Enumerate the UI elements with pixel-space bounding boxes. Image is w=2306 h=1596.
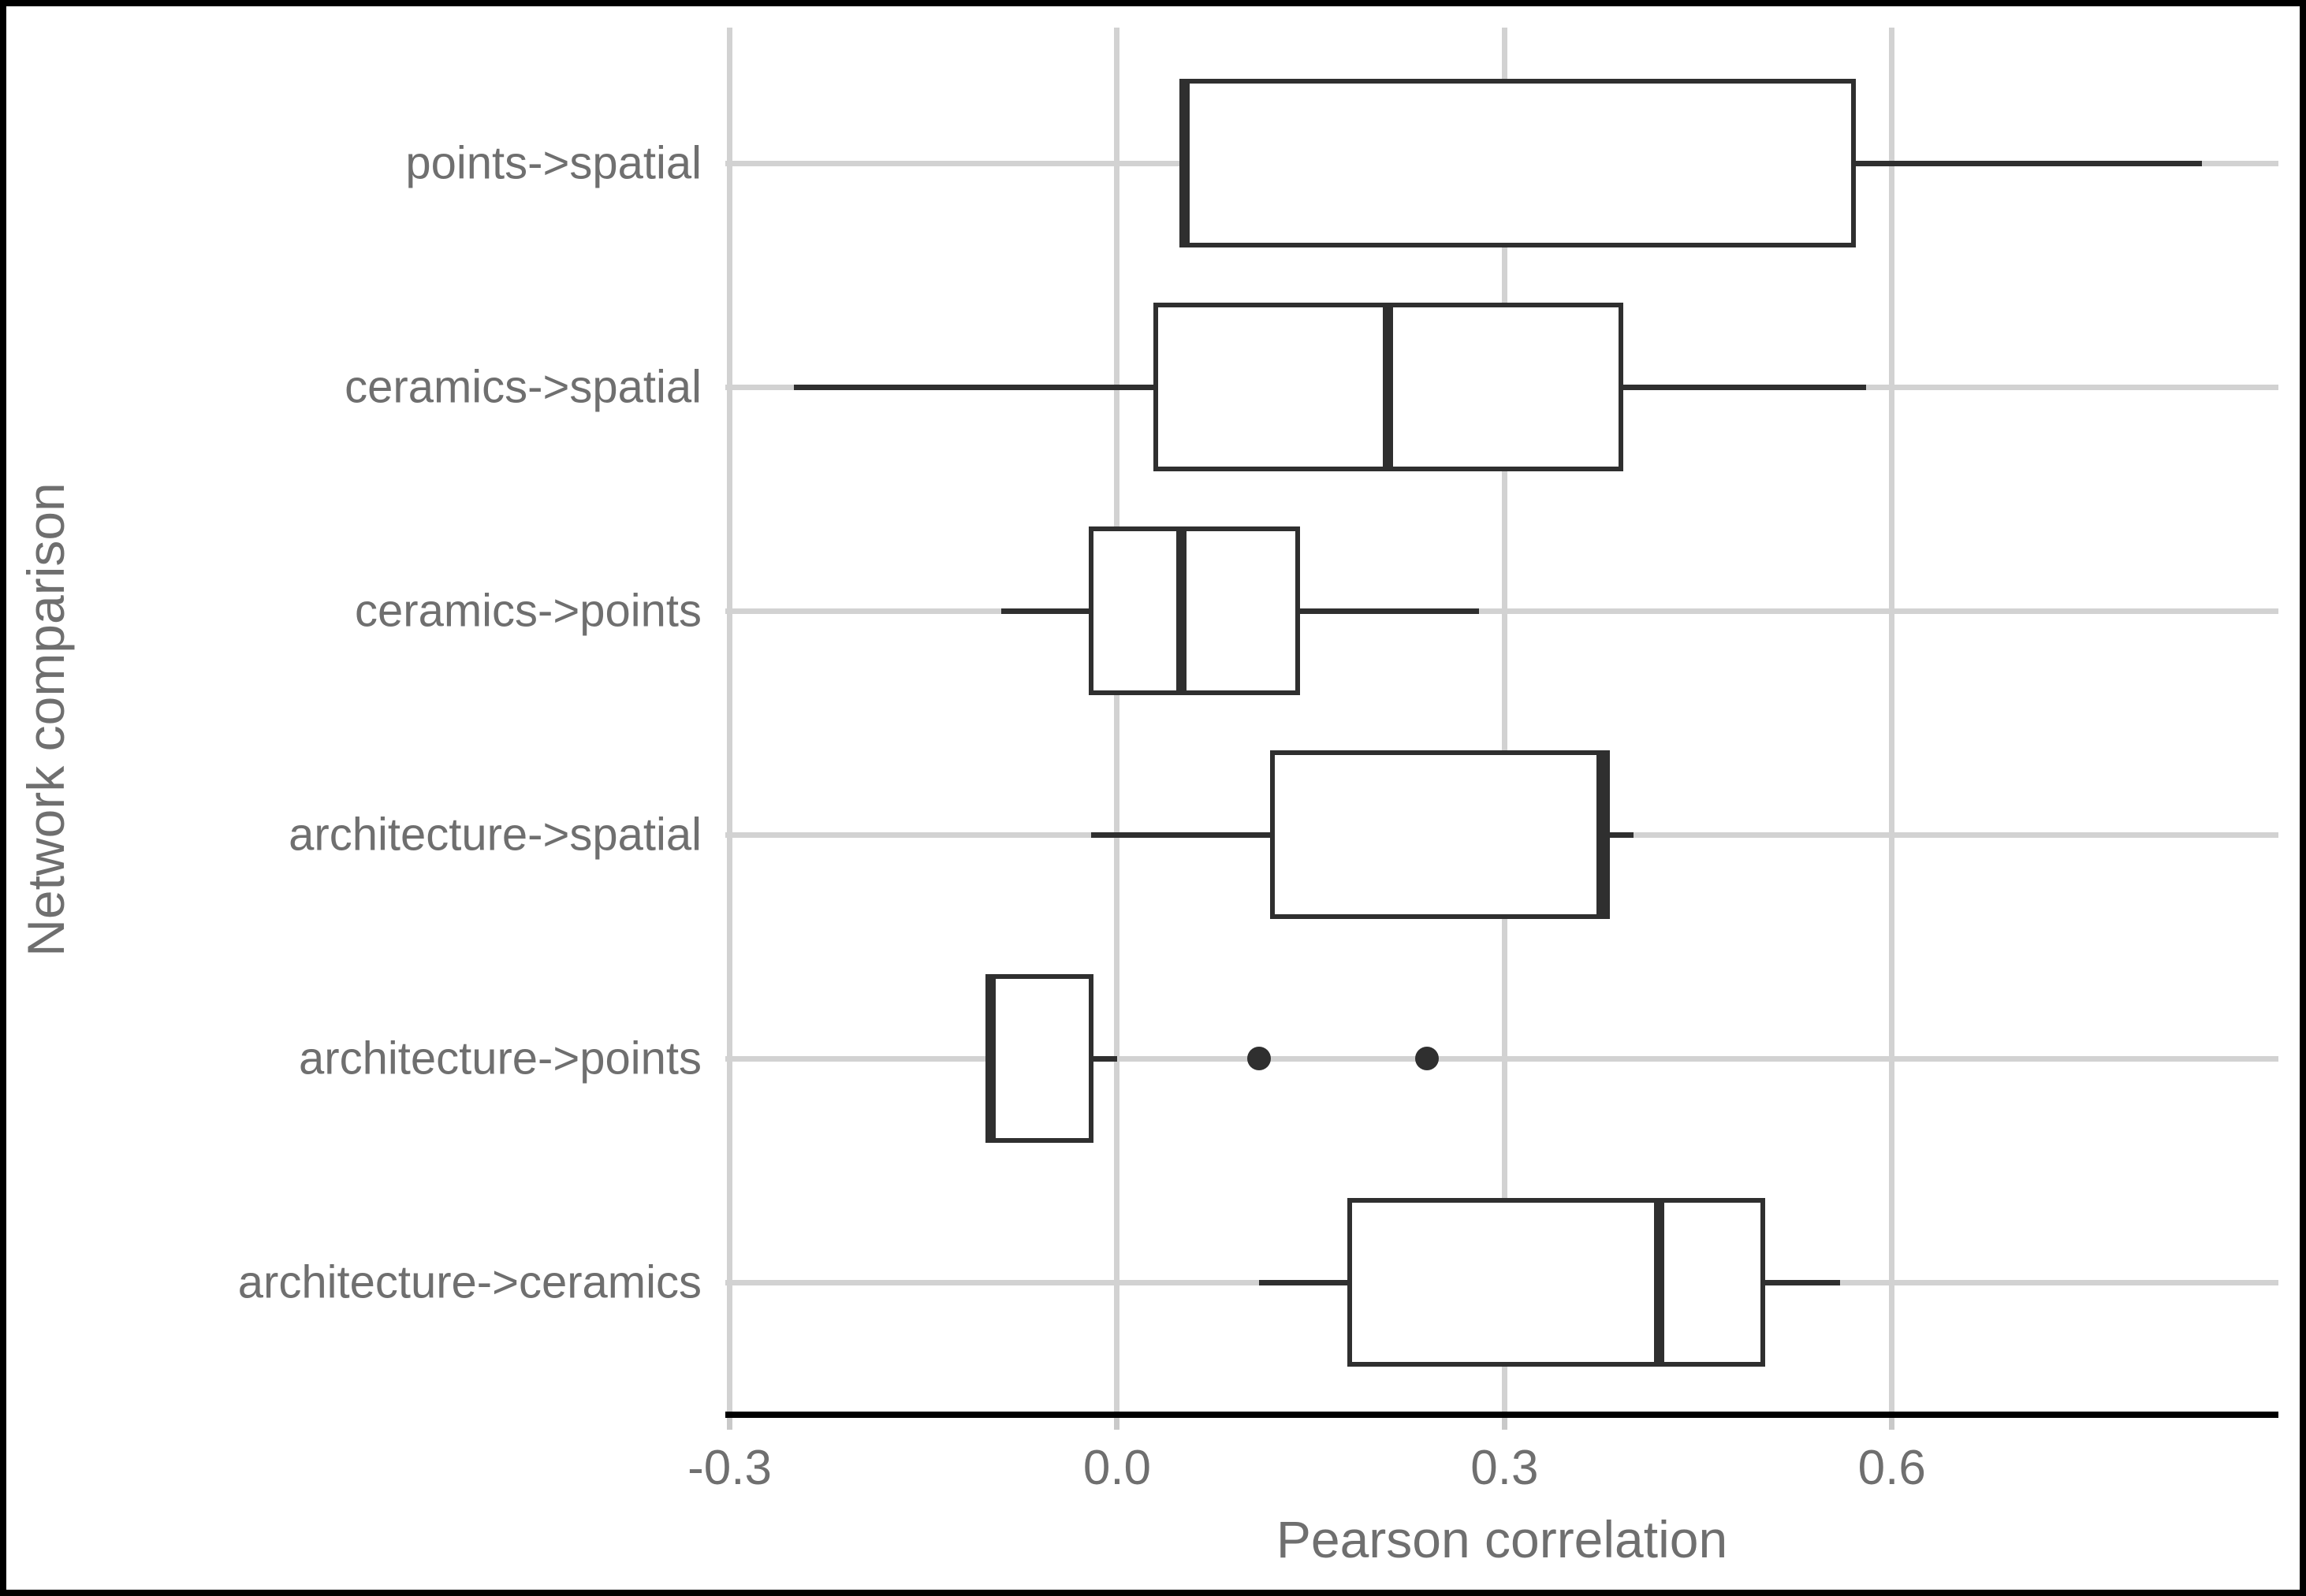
whisker-right xyxy=(1762,1279,1841,1285)
category-label: architecture->spatial xyxy=(289,809,702,861)
v-gridline xyxy=(1501,28,1507,1412)
category-label: ceramics->spatial xyxy=(345,361,702,413)
category-label: architecture->points xyxy=(299,1032,702,1084)
whisker-right xyxy=(1853,160,2202,166)
whisker-right xyxy=(1298,608,1479,614)
median-line xyxy=(1596,750,1607,919)
v-gridline xyxy=(1114,28,1120,1412)
category-label: architecture->ceramics xyxy=(237,1256,702,1308)
x-tick-label: 0.6 xyxy=(1857,1441,1926,1495)
whisker-right xyxy=(1091,1055,1117,1062)
whisker-left xyxy=(1000,608,1092,614)
median-line xyxy=(985,974,996,1143)
whisker-left xyxy=(794,384,1157,390)
box xyxy=(1347,1198,1765,1367)
median-line xyxy=(1654,1198,1665,1367)
box xyxy=(1179,79,1856,247)
outlier-dot xyxy=(1247,1047,1272,1070)
y-axis-title: Network comparison xyxy=(17,482,75,957)
category-label: ceramics->points xyxy=(355,585,702,637)
x-axis-line xyxy=(725,1412,2278,1418)
x-tick-label: 0.3 xyxy=(1470,1441,1539,1495)
row-gridline xyxy=(725,608,2278,614)
box xyxy=(1269,750,1611,919)
whisker-right xyxy=(1620,384,1866,390)
median-line xyxy=(1176,526,1187,695)
x-tick-label: -0.3 xyxy=(687,1441,772,1495)
whisker-left xyxy=(1259,1279,1350,1285)
v-gridline xyxy=(1889,28,1895,1412)
v-gridline xyxy=(727,28,733,1412)
row-gridline xyxy=(725,1055,2278,1062)
x-tick-mark xyxy=(727,1418,733,1430)
outlier-dot xyxy=(1415,1047,1440,1070)
x-tick-mark xyxy=(1501,1418,1507,1430)
x-tick-label: 0.0 xyxy=(1082,1441,1152,1495)
box xyxy=(1089,526,1301,695)
median-line xyxy=(1383,303,1394,471)
x-axis-title: Pearson correlation xyxy=(1276,1510,1728,1568)
whisker-right xyxy=(1607,831,1634,838)
x-tick-mark xyxy=(1889,1418,1895,1430)
whisker-left xyxy=(1091,831,1272,838)
x-tick-mark xyxy=(1114,1418,1120,1430)
category-label: points->spatial xyxy=(405,137,702,189)
box xyxy=(985,974,1094,1143)
median-line xyxy=(1179,79,1190,247)
